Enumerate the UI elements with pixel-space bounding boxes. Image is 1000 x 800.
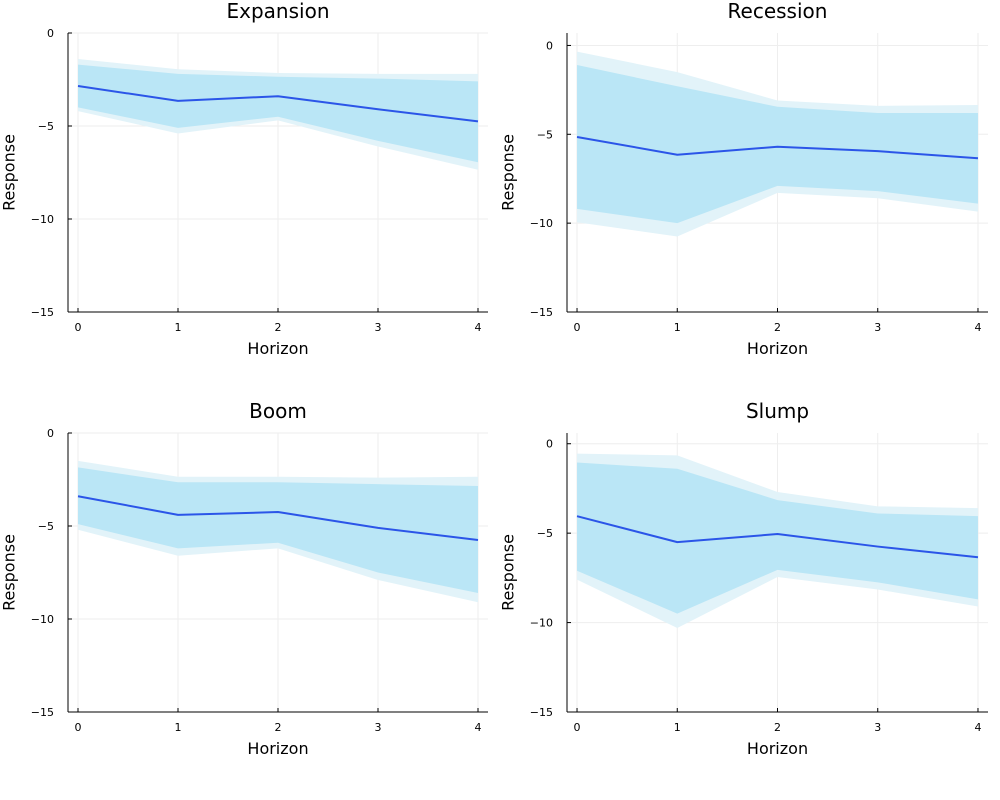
panel-0: 0 1 2 3 4 0 −5 −10 −15 Expansion Horizon Response <box>0 0 488 358</box>
x-tick-label: 3 <box>874 721 881 734</box>
x-tick-label: 3 <box>375 721 382 734</box>
y-tick-label: −10 <box>530 217 553 230</box>
y-tick-label: −15 <box>530 306 553 319</box>
inner-confidence-band <box>78 467 478 593</box>
y-tick-label: 0 <box>546 39 553 52</box>
y-axis-label: Response <box>499 134 518 211</box>
response-line <box>77 85 479 123</box>
x-tick-label: 0 <box>574 721 581 734</box>
y-tick-label: 0 <box>47 27 54 40</box>
panel-title: Expansion <box>227 0 330 23</box>
panel-title: Boom <box>249 399 307 423</box>
x-axis-label: Horizon <box>747 339 808 358</box>
x-tick-label: 4 <box>475 321 482 334</box>
y-tick-label: −5 <box>38 520 54 533</box>
y-tick-label: −10 <box>31 213 54 226</box>
y-axis-label: Response <box>499 534 518 611</box>
y-tick-label: −15 <box>31 706 54 719</box>
y-tick-label: −15 <box>31 306 54 319</box>
x-tick-label: 3 <box>375 321 382 334</box>
y-axis-label: Response <box>0 134 19 211</box>
x-axis-label: Horizon <box>747 739 808 758</box>
x-tick-label: 1 <box>175 721 182 734</box>
x-tick-label: 2 <box>275 321 282 334</box>
y-tick-label: −10 <box>31 613 54 626</box>
x-tick-label: 0 <box>574 321 581 334</box>
x-tick-label: 2 <box>275 721 282 734</box>
x-tick-label: 0 <box>75 721 82 734</box>
x-tick-label: 4 <box>475 721 482 734</box>
x-tick-label: 0 <box>75 321 82 334</box>
x-tick-label: 1 <box>674 321 681 334</box>
response-line <box>576 135 979 160</box>
x-tick-label: 4 <box>974 321 981 334</box>
y-axis-label: Response <box>0 534 19 611</box>
x-tick-label: 1 <box>674 721 681 734</box>
y-tick-label: −15 <box>530 706 553 719</box>
inner-confidence-band <box>577 462 978 614</box>
y-tick-label: −5 <box>38 120 54 133</box>
x-tick-label: 2 <box>774 721 781 734</box>
y-tick-label: 0 <box>546 438 553 451</box>
panel-title: Slump <box>746 399 809 423</box>
x-tick-label: 1 <box>175 321 182 334</box>
y-tick-label: 0 <box>47 427 54 440</box>
x-tick-label: 2 <box>774 321 781 334</box>
x-axis-label: Horizon <box>247 739 308 758</box>
y-tick-label: −5 <box>537 128 553 141</box>
inner-confidence-band <box>577 64 978 224</box>
response-line <box>576 515 979 559</box>
panel-2: 0 1 2 3 4 0 −5 −10 −15 Boom Horizon Response <box>0 399 488 758</box>
x-tick-label: 4 <box>974 721 981 734</box>
panel-title: Recession <box>728 0 828 23</box>
panel-3: 0 1 2 3 4 0 −5 −10 −15 Slump Horizon Response <box>499 399 988 758</box>
y-tick-label: −5 <box>537 527 553 540</box>
x-axis-label: Horizon <box>247 339 308 358</box>
panel-1: 0 1 2 3 4 0 −5 −10 −15 Recession Horizon Response <box>499 0 988 358</box>
inner-confidence-band <box>78 64 478 163</box>
x-tick-label: 3 <box>874 321 881 334</box>
response-line <box>77 495 479 541</box>
y-tick-label: −10 <box>530 617 553 630</box>
